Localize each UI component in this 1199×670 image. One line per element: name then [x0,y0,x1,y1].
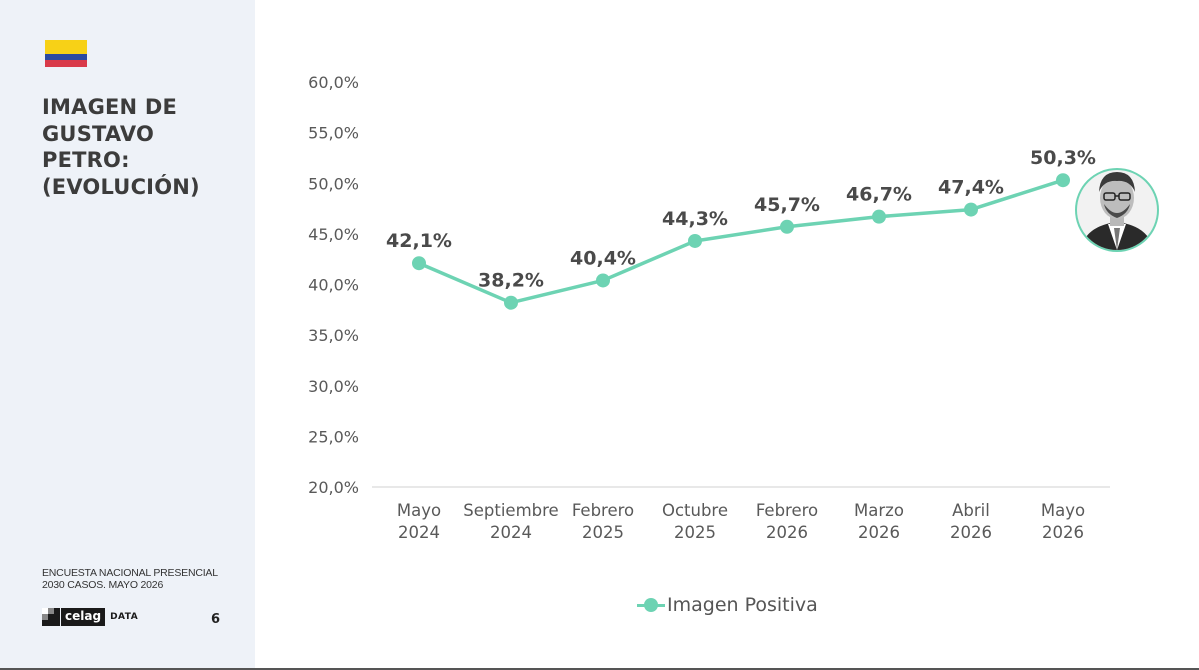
colombia-flag-icon [45,40,87,67]
logo-suffix: DATA [110,612,139,622]
source-line: 2030 CASOS. MAYO 2026 [42,579,164,591]
data-label: 46,7% [846,184,912,206]
data-label: 50,3% [1030,147,1096,169]
legend-label: Imagen Positiva [667,594,818,616]
data-label: 40,4% [570,247,636,269]
y-tick-label: 35,0% [308,326,359,345]
x-axis: Mayo 2024 Septiembre 2024 Febrero 2025 Octubre… [397,501,1085,542]
data-point [412,256,426,271]
y-tick-label: 45,0% [308,225,359,244]
data-point [872,209,886,224]
x-tick-label: Mayo 2026 [1041,501,1085,542]
chart-legend: Imagen Positiva [637,594,818,616]
data-point [688,233,702,248]
data-point [504,295,518,310]
data-point [1056,173,1070,188]
x-tick-label: Abril 2026 [950,501,992,542]
data-point [780,219,794,234]
y-tick-label: 30,0% [308,377,359,396]
x-tick-label: Septiembre 2024 [463,501,558,542]
sidebar-panel: IMAGEN DE GUSTAVO PETRO: (EVOLUCIÓN) ENC… [0,0,255,668]
y-tick-label: 60,0% [308,73,359,92]
person-portrait-icon [1075,168,1159,252]
series-line [418,178,1064,305]
data-label: 44,3% [662,208,728,230]
title-line: (EVOLUCIÓN) [42,174,200,199]
slide-title: IMAGEN DE GUSTAVO PETRO: (EVOLUCIÓN) [42,94,242,200]
data-point [596,273,610,288]
x-tick-label: Marzo 2026 [854,501,904,542]
page-number: 6 [211,612,221,627]
x-tick-label: Octubre 2025 [662,501,728,542]
y-tick-label: 50,0% [308,174,359,193]
y-tick-label: 25,0% [308,427,359,446]
data-label: 38,2% [478,270,544,292]
x-tick-label: Febrero 2025 [572,501,634,542]
data-label: 45,7% [754,194,820,216]
survey-source-note: ENCUESTA NACIONAL PRESENCIAL 2030 CASOS.… [42,567,218,591]
series-imagen-positiva: 42,1% 38,2% 40,4% 44,3% 45,7% 46,7% 47,4% 50,3% [386,147,1096,310]
celag-data-logo: celag DATA [42,607,138,627]
title-line: GUSTAVO [42,121,155,146]
logo-wordmark: celag [61,608,106,626]
title-line: PETRO: [42,148,130,172]
source-line: ENCUESTA NACIONAL PRESENCIAL [42,567,218,579]
pixel-logo-icon [42,608,60,626]
y-tick-label: 55,0% [308,124,359,143]
legend-marker-icon [637,595,665,615]
x-tick-label: Febrero 2026 [756,501,818,542]
y-tick-label: 20,0% [308,478,359,497]
y-tick-label: 40,0% [308,276,359,295]
x-tick-label: Mayo 2024 [397,501,441,542]
data-label: 47,4% [938,177,1004,199]
title-line: IMAGEN DE [42,95,178,119]
y-axis: 20,0% 25,0% 30,0% 35,0% 40,0% 45,0% 50,0% 55,0%… [308,73,359,497]
data-point [964,202,978,217]
bottom-divider [0,668,1199,670]
data-label: 42,1% [386,230,452,252]
